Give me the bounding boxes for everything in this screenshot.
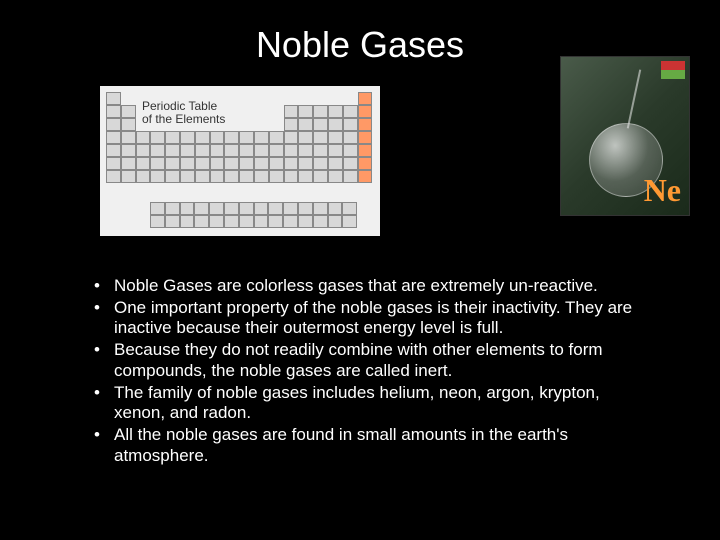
element-badge-icon (661, 61, 685, 79)
bullet-list: Noble Gases are colorless gases that are… (0, 276, 720, 467)
list-item: All the noble gases are found in small a… (90, 425, 650, 466)
periodic-table-image: Periodic Table of the Elements (100, 86, 380, 236)
periodic-table-lanthanides (150, 202, 357, 228)
list-item: Because they do not readily combine with… (90, 340, 650, 381)
flask-neck-icon (627, 69, 641, 128)
images-row: Periodic Table of the Elements Ne (0, 86, 720, 236)
neon-element-image: Ne (560, 56, 690, 216)
list-item: One important property of the noble gase… (90, 298, 650, 339)
element-symbol: Ne (644, 172, 681, 209)
list-item: The family of noble gases includes heliu… (90, 383, 650, 424)
list-item: Noble Gases are colorless gases that are… (90, 276, 650, 297)
periodic-table-label: Periodic Table of the Elements (142, 100, 225, 126)
